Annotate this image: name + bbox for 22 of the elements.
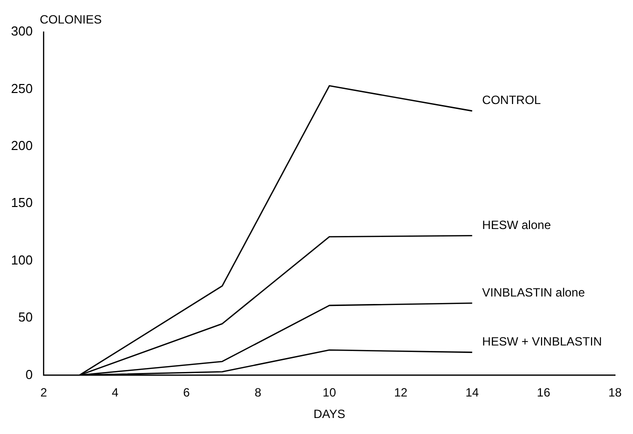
- x-tick-label: 4: [112, 386, 119, 400]
- series-label: VINBLASTIN alone: [482, 285, 586, 300]
- y-tick-label: 300: [10, 24, 33, 39]
- x-tick-label: 10: [322, 386, 336, 400]
- y-tick-label: 50: [18, 310, 33, 325]
- y-tick-label: 100: [10, 252, 33, 268]
- x-tick-label: 16: [536, 386, 551, 400]
- y-tick-label: 200: [10, 138, 33, 153]
- x-tick-label: 18: [608, 386, 622, 400]
- x-tick-label: 2: [40, 386, 48, 400]
- series-label: HESW alone: [482, 218, 552, 232]
- y-axis-title: COLONIES: [40, 12, 102, 26]
- y-tick-label: 150: [10, 195, 33, 210]
- x-axis-title: DAYS: [313, 407, 346, 422]
- x-tick-label: 14: [465, 386, 480, 400]
- series-label: HESW + VINBLASTIN: [482, 334, 602, 349]
- series-label: CONTROL: [482, 93, 542, 108]
- x-tick-label: 12: [394, 386, 408, 400]
- y-tick-label: 0: [25, 366, 33, 382]
- x-tick-label: 6: [183, 386, 190, 400]
- y-tick-label: 250: [10, 80, 33, 96]
- x-tick-label: 8: [254, 386, 262, 400]
